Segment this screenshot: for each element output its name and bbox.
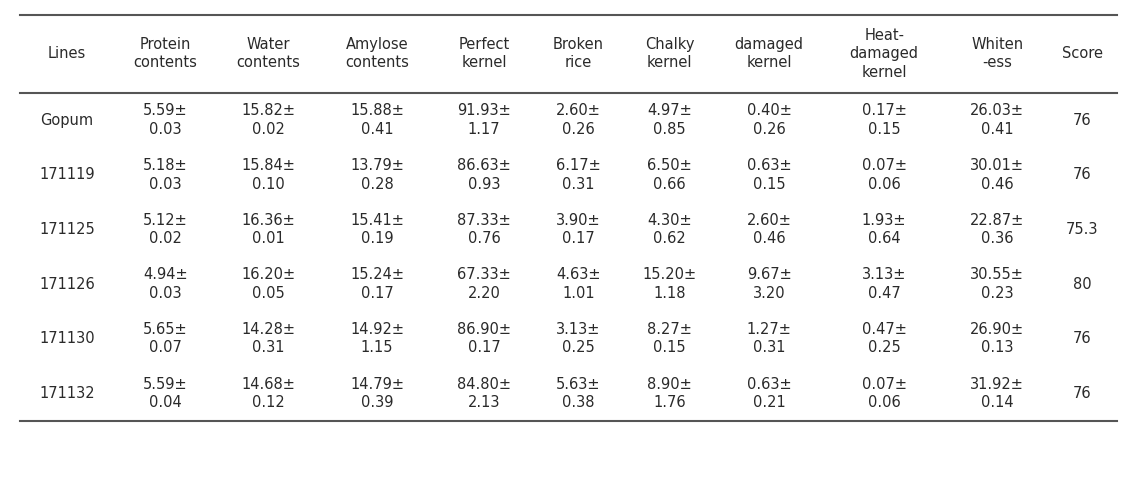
Text: 86.90±
0.17: 86.90± 0.17 xyxy=(457,322,511,355)
Text: 15.82±
0.02: 15.82± 0.02 xyxy=(241,103,296,137)
Text: Whiten
-ess: Whiten -ess xyxy=(971,37,1023,70)
Text: 86.63±
0.93: 86.63± 0.93 xyxy=(457,158,511,191)
Text: 5.65±
0.07: 5.65± 0.07 xyxy=(143,322,188,355)
Text: Water
contents: Water contents xyxy=(236,37,300,70)
Text: 6.50±
0.66: 6.50± 0.66 xyxy=(647,158,692,191)
Text: 6.17±
0.31: 6.17± 0.31 xyxy=(556,158,600,191)
Text: 0.63±
0.15: 0.63± 0.15 xyxy=(747,158,791,191)
Text: Gopum: Gopum xyxy=(41,113,93,127)
Text: 5.18±
0.03: 5.18± 0.03 xyxy=(143,158,188,191)
Text: 4.94±
0.03: 4.94± 0.03 xyxy=(143,267,188,301)
Text: 30.01±
0.46: 30.01± 0.46 xyxy=(970,158,1024,191)
Text: Score: Score xyxy=(1062,46,1103,61)
Text: Perfect
kernel: Perfect kernel xyxy=(458,37,509,70)
Text: 8.27±
0.15: 8.27± 0.15 xyxy=(647,322,692,355)
Text: Heat-
damaged
kernel: Heat- damaged kernel xyxy=(849,28,919,80)
Text: 5.12±
0.02: 5.12± 0.02 xyxy=(143,213,188,246)
Text: 4.30±
0.62: 4.30± 0.62 xyxy=(647,213,692,246)
Text: 171119: 171119 xyxy=(40,167,94,182)
Text: 75.3: 75.3 xyxy=(1067,222,1098,237)
Text: 26.03±
0.41: 26.03± 0.41 xyxy=(970,103,1024,137)
Text: 16.36±
0.01: 16.36± 0.01 xyxy=(241,213,296,246)
Text: 5.59±
0.04: 5.59± 0.04 xyxy=(143,377,188,410)
Text: 0.17±
0.15: 0.17± 0.15 xyxy=(862,103,906,137)
Text: 2.60±
0.26: 2.60± 0.26 xyxy=(556,103,600,137)
Text: Amylose
contents: Amylose contents xyxy=(346,37,409,70)
Text: 8.90±
1.76: 8.90± 1.76 xyxy=(647,377,692,410)
Text: 80: 80 xyxy=(1073,277,1092,291)
Text: 30.55±
0.23: 30.55± 0.23 xyxy=(970,267,1024,301)
Text: 5.59±
0.03: 5.59± 0.03 xyxy=(143,103,188,137)
Text: 15.41±
0.19: 15.41± 0.19 xyxy=(350,213,404,246)
Text: 87.33±
0.76: 87.33± 0.76 xyxy=(457,213,511,246)
Text: 13.79±
0.28: 13.79± 0.28 xyxy=(350,158,404,191)
Text: 171130: 171130 xyxy=(40,331,94,346)
Text: 91.93±
1.17: 91.93± 1.17 xyxy=(457,103,511,137)
Text: 16.20±
0.05: 16.20± 0.05 xyxy=(241,267,296,301)
Text: 15.88±
0.41: 15.88± 0.41 xyxy=(350,103,404,137)
Text: 14.79±
0.39: 14.79± 0.39 xyxy=(350,377,404,410)
Text: 0.63±
0.21: 0.63± 0.21 xyxy=(747,377,791,410)
Text: 2.60±
0.46: 2.60± 0.46 xyxy=(747,213,791,246)
Text: 15.84±
0.10: 15.84± 0.10 xyxy=(241,158,296,191)
Text: 67.33±
2.20: 67.33± 2.20 xyxy=(457,267,511,301)
Text: 171132: 171132 xyxy=(40,386,94,401)
Text: Protein
contents: Protein contents xyxy=(133,37,197,70)
Text: Chalky
kernel: Chalky kernel xyxy=(645,37,695,70)
Text: 26.90±
0.13: 26.90± 0.13 xyxy=(970,322,1024,355)
Text: 0.07±
0.06: 0.07± 0.06 xyxy=(862,377,906,410)
Text: 14.68±
0.12: 14.68± 0.12 xyxy=(241,377,296,410)
Text: 4.63±
1.01: 4.63± 1.01 xyxy=(556,267,600,301)
Text: Broken
rice: Broken rice xyxy=(553,37,604,70)
Text: 5.63±
0.38: 5.63± 0.38 xyxy=(556,377,600,410)
Text: 76: 76 xyxy=(1073,331,1092,346)
Text: 14.92±
1.15: 14.92± 1.15 xyxy=(350,322,404,355)
Text: 31.92±
0.14: 31.92± 0.14 xyxy=(970,377,1024,410)
Text: 76: 76 xyxy=(1073,113,1092,127)
Text: 14.28±
0.31: 14.28± 0.31 xyxy=(241,322,296,355)
Text: 15.20±
1.18: 15.20± 1.18 xyxy=(642,267,697,301)
Text: 15.24±
0.17: 15.24± 0.17 xyxy=(350,267,404,301)
Text: 22.87±
0.36: 22.87± 0.36 xyxy=(970,213,1024,246)
Text: 76: 76 xyxy=(1073,386,1092,401)
Text: 0.40±
0.26: 0.40± 0.26 xyxy=(747,103,791,137)
Text: 1.27±
0.31: 1.27± 0.31 xyxy=(747,322,791,355)
Text: 9.67±
3.20: 9.67± 3.20 xyxy=(747,267,791,301)
Text: 0.07±
0.06: 0.07± 0.06 xyxy=(862,158,906,191)
Text: 3.90±
0.17: 3.90± 0.17 xyxy=(556,213,600,246)
Text: 3.13±
0.25: 3.13± 0.25 xyxy=(556,322,600,355)
Text: 1.93±
0.64: 1.93± 0.64 xyxy=(862,213,906,246)
Text: 84.80±
2.13: 84.80± 2.13 xyxy=(457,377,511,410)
Text: Lines: Lines xyxy=(48,46,86,61)
Text: damaged
kernel: damaged kernel xyxy=(735,37,804,70)
Text: 76: 76 xyxy=(1073,167,1092,182)
Text: 171126: 171126 xyxy=(39,277,96,291)
Text: 4.97±
0.85: 4.97± 0.85 xyxy=(647,103,692,137)
Text: 3.13±
0.47: 3.13± 0.47 xyxy=(862,267,906,301)
Text: 171125: 171125 xyxy=(39,222,96,237)
Text: 0.47±
0.25: 0.47± 0.25 xyxy=(862,322,906,355)
